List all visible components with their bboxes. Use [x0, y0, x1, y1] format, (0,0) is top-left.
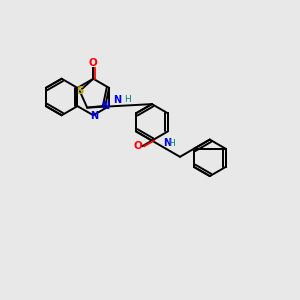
Text: N: N [101, 101, 110, 111]
Text: O: O [134, 141, 142, 151]
Text: H: H [169, 139, 175, 148]
Text: N: N [90, 111, 98, 122]
Text: N: N [113, 95, 121, 105]
Text: O: O [89, 58, 98, 68]
Text: S: S [76, 86, 83, 96]
Text: H: H [124, 95, 131, 104]
Text: N: N [164, 138, 172, 148]
